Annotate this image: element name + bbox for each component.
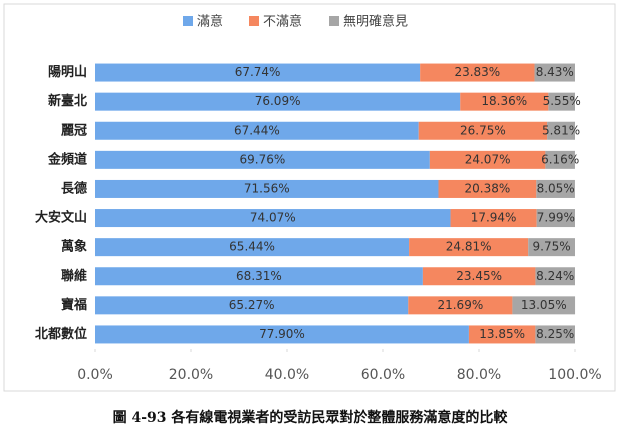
bar-segment — [420, 63, 535, 82]
value-label: 26.75% — [460, 123, 506, 137]
value-label: 24.07% — [465, 152, 511, 166]
value-label: 23.45% — [456, 269, 502, 283]
value-label: 8.25% — [536, 327, 574, 341]
bar-segment — [450, 209, 537, 228]
legend-swatch — [183, 16, 193, 26]
value-label: 65.44% — [229, 240, 275, 254]
value-label: 21.69% — [437, 298, 483, 312]
category-label: 北都數位 — [35, 326, 87, 342]
bar-segment — [408, 296, 513, 315]
value-label: 76.09% — [255, 94, 301, 108]
value-label: 65.27% — [229, 298, 275, 312]
bar-segment — [95, 150, 430, 169]
category-label: 聯維 — [61, 268, 87, 284]
category-label: 金頻道 — [47, 151, 87, 167]
value-label: 69.76% — [240, 152, 286, 166]
value-label: 67.44% — [234, 123, 280, 137]
value-label: 68.31% — [236, 269, 282, 283]
bar-segment — [95, 238, 410, 257]
bar-segment — [95, 209, 451, 228]
value-label: 8.43% — [536, 65, 574, 79]
value-label: 17.94% — [471, 211, 517, 225]
bar-segment — [429, 150, 546, 169]
value-label: 5.55% — [543, 94, 581, 108]
bar-segment — [468, 325, 536, 344]
value-label: 13.85% — [479, 327, 525, 341]
bar-segment — [545, 150, 575, 169]
legend-swatch — [329, 16, 339, 26]
category-label: 長德 — [61, 180, 87, 196]
category-label: 萬象 — [61, 239, 87, 255]
bar-segment — [95, 121, 419, 140]
value-label: 13.05% — [521, 298, 567, 312]
bar-segment — [536, 179, 575, 198]
value-label: 24.81% — [446, 240, 492, 254]
legend-label: 不滿意 — [263, 14, 302, 30]
bar-segment — [95, 296, 409, 315]
value-label: 71.56% — [244, 181, 290, 195]
value-label: 5.81% — [542, 123, 580, 137]
category-label: 新臺北 — [48, 93, 87, 109]
x-tick-label: 60.0% — [361, 367, 405, 383]
bar-segment — [535, 267, 575, 286]
bar-segment — [95, 325, 469, 344]
x-tick-label: 100.0% — [548, 367, 601, 383]
x-tick-label: 80.0% — [457, 367, 501, 383]
category-label: 麗冠 — [61, 123, 87, 138]
value-label: 77.90% — [259, 327, 305, 341]
legend-swatch — [249, 16, 259, 26]
bar-segment — [548, 92, 575, 111]
value-label: 7.99% — [537, 211, 575, 225]
value-label: 6.16% — [541, 152, 579, 166]
value-label: 9.75% — [533, 240, 571, 254]
x-tick-label: 0.0% — [77, 367, 113, 383]
bar-segment — [438, 179, 537, 198]
bar-segment — [535, 325, 575, 344]
bar-segment — [512, 296, 576, 315]
category-label: 大安文山 — [35, 210, 87, 226]
category-label: 陽明山 — [48, 64, 87, 80]
x-tick-label: 40.0% — [265, 367, 309, 383]
legend-label: 滿意 — [197, 14, 223, 30]
bar-segment — [534, 63, 575, 82]
legend-label: 無明確意見 — [343, 14, 408, 30]
bar-segment — [422, 267, 536, 286]
bar-segment — [547, 121, 575, 140]
value-label: 8.24% — [536, 269, 574, 283]
bar-segment — [95, 267, 423, 286]
value-label: 23.83% — [454, 65, 500, 79]
x-tick-label: 20.0% — [169, 367, 213, 383]
value-label: 74.07% — [250, 211, 296, 225]
value-label: 18.36% — [481, 94, 527, 108]
value-label: 67.74% — [235, 65, 281, 79]
bar-segment — [528, 238, 575, 257]
bar-segment — [536, 209, 575, 228]
value-label: 8.05% — [537, 181, 575, 195]
bar-segment — [95, 63, 421, 82]
bar-segment — [409, 238, 529, 257]
caption: 圖 4-93 各有線電視業者的受訪民眾對於整體服務滿意度的比較 — [113, 409, 509, 426]
bar-segment — [95, 179, 439, 198]
bar-segment — [460, 92, 549, 111]
bar-segment — [95, 92, 461, 111]
bar-segment — [418, 121, 548, 140]
value-label: 20.38% — [465, 181, 511, 195]
category-label: 寶福 — [61, 297, 87, 313]
